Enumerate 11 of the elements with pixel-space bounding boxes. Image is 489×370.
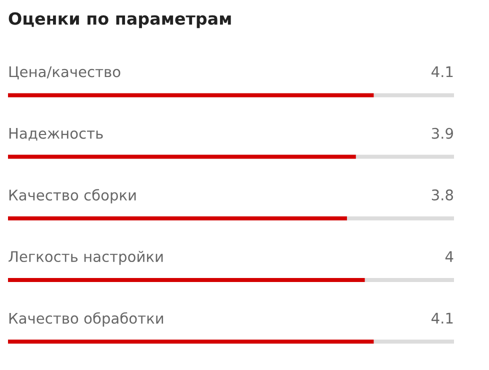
chart-title: Оценки по параметрам [8,12,231,28]
y-tick-label: Надежность [9,128,103,141]
data-label: 4.1 [432,66,453,78]
y-tick-label: Легкость настройки [8,250,163,265]
y-tick-label: Цена/качество [9,66,120,80]
data-label: 4 [445,251,454,262]
y-tick-label: Качество обработки [9,312,164,327]
data-label: 3.9 [432,128,453,139]
data-label: 4.1 [432,312,453,324]
data-label: 3.8 [432,189,454,200]
y-tick-label: Качество сборки [9,189,136,204]
